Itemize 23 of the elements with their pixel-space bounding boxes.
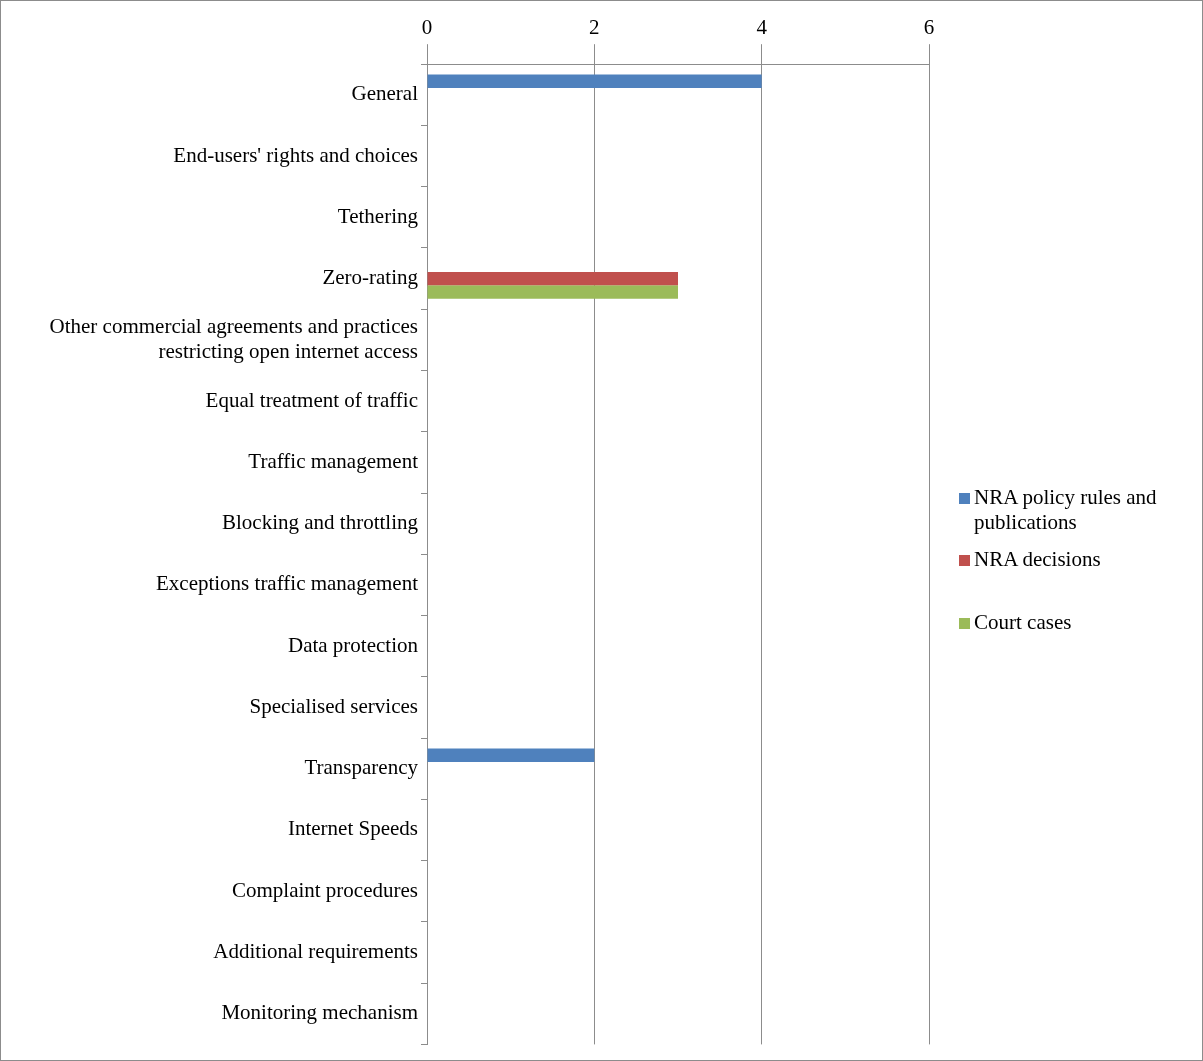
y-tick-label: Exceptions traffic management: [155, 571, 419, 596]
y-tick-label: General: [351, 81, 419, 106]
y-tick-label: Complaint procedures: [231, 877, 418, 902]
y-tick-label: Tethering: [337, 203, 419, 228]
legend-label: NRA policy rules and publications: [974, 485, 1158, 535]
y-tick-label: Other commercial agreements and practices restricting open internet access: [49, 313, 418, 363]
y-tick-label: End-users' rights and choices: [173, 142, 418, 167]
x-tick-label: 4: [756, 15, 768, 40]
y-tick-label: Data protection: [287, 632, 419, 657]
y-tick-label: Blocking and throttling: [222, 510, 419, 535]
y-tick-label: Internet Speeds: [287, 816, 418, 841]
y-tick-label: Zero-rating: [322, 265, 419, 290]
legend-label: NRA decisions: [974, 547, 1101, 572]
x-tick-label: 2: [589, 15, 600, 40]
y-tick-label: Equal treatment of traffic: [205, 387, 418, 412]
y-tick-label: Traffic management: [248, 448, 419, 473]
y-tick-label: Monitoring mechanism: [221, 1000, 418, 1025]
y-tick-label: Transparency: [304, 755, 419, 780]
y-tick-label: Additional requirements: [213, 939, 418, 964]
y-tick-label: Specialised services: [249, 693, 418, 718]
x-tick-label: 0: [421, 15, 433, 40]
legend-label: Court cases: [974, 610, 1072, 635]
x-tick-label: 6: [923, 15, 935, 40]
